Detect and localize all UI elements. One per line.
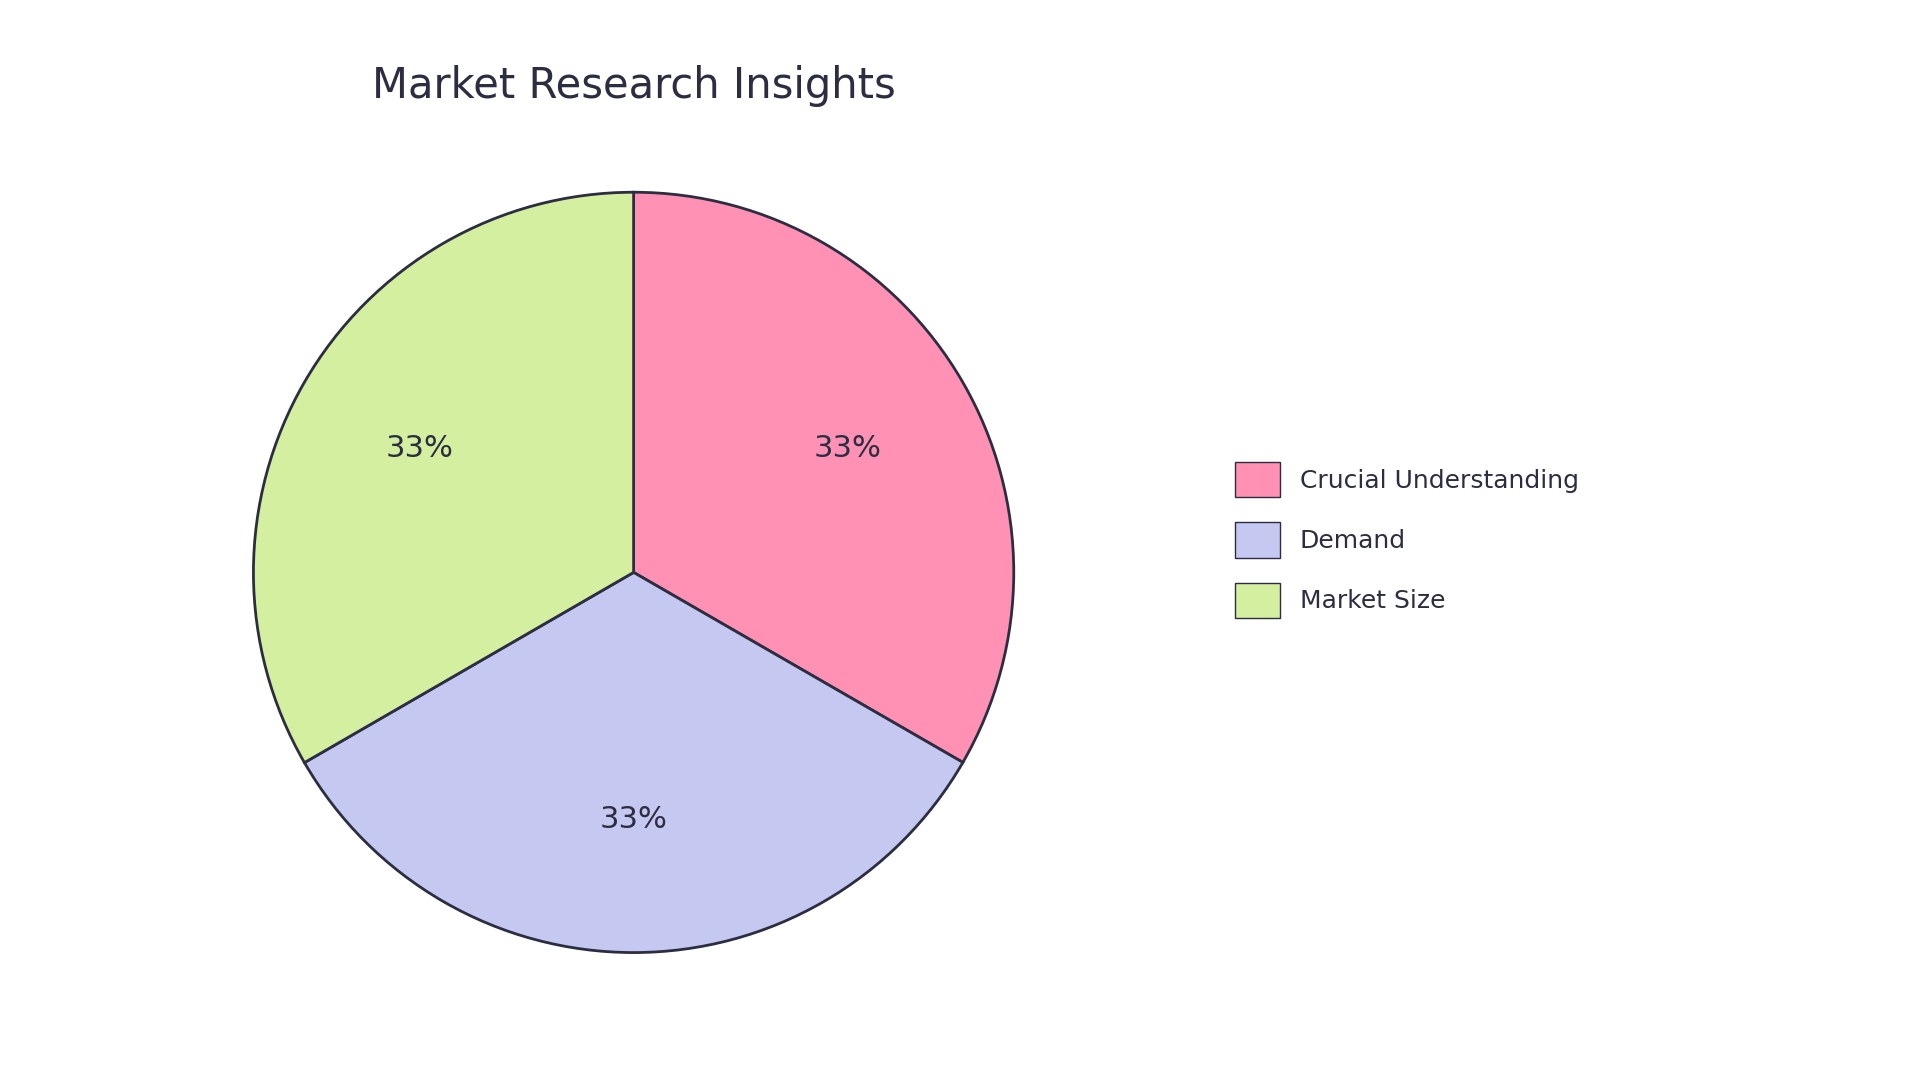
Text: Market Research Insights: Market Research Insights: [372, 65, 895, 107]
Wedge shape: [305, 572, 962, 953]
Wedge shape: [253, 192, 634, 762]
Text: 33%: 33%: [599, 805, 668, 834]
Legend: Crucial Understanding, Demand, Market Size: Crucial Understanding, Demand, Market Si…: [1223, 449, 1592, 631]
Wedge shape: [634, 192, 1014, 762]
Text: 33%: 33%: [386, 434, 453, 463]
Text: 33%: 33%: [814, 434, 881, 463]
